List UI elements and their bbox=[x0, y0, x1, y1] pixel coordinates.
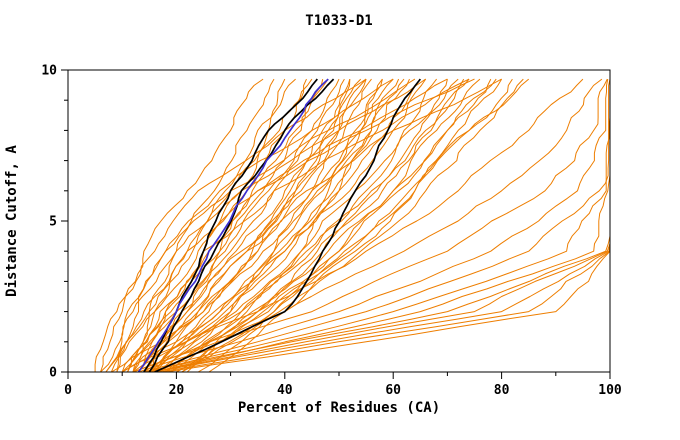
y-tick-label: 10 bbox=[41, 64, 57, 79]
curve-model-53 bbox=[160, 79, 610, 372]
y-tick-label: 0 bbox=[49, 366, 57, 381]
x-tick-label: 60 bbox=[385, 383, 401, 398]
curve-model-49 bbox=[154, 79, 610, 372]
curve-model-06 bbox=[121, 78, 324, 372]
curve-model-55 bbox=[132, 78, 603, 372]
x-tick-label: 40 bbox=[277, 383, 293, 398]
axes-layer: 0 20 40 60 80 100 0 5 10 bbox=[41, 64, 622, 399]
curve-model-09 bbox=[132, 78, 345, 372]
x-tick-label: 20 bbox=[169, 383, 185, 398]
curve-model-34 bbox=[127, 78, 426, 372]
curve-model-38 bbox=[105, 78, 416, 372]
curve-model-20 bbox=[159, 78, 437, 372]
curves-layer bbox=[94, 78, 610, 372]
curve-model-37 bbox=[100, 78, 367, 372]
curve-model-15 bbox=[148, 78, 394, 372]
curve-model-44 bbox=[208, 78, 530, 372]
y-tick-label: 5 bbox=[49, 215, 57, 230]
plot-frame bbox=[67, 69, 611, 373]
curve-model-36 bbox=[138, 78, 470, 372]
curve-model-04 bbox=[116, 78, 307, 372]
curve-model-30 bbox=[121, 78, 367, 372]
curve-model-41 bbox=[94, 78, 264, 372]
curve-model-26 bbox=[176, 78, 503, 372]
curve-model-33 bbox=[116, 78, 394, 372]
curve-model-10 bbox=[132, 78, 351, 372]
curve-model-16 bbox=[149, 78, 405, 372]
curve-model-18 bbox=[154, 78, 421, 372]
curve-model-40 bbox=[154, 78, 502, 372]
curve-model-31 bbox=[132, 78, 383, 372]
curve-model-35 bbox=[132, 78, 448, 372]
x-axis-label: Percent of Residues (CA) bbox=[238, 400, 440, 416]
y-axis-label: Distance Cutoff, A bbox=[4, 145, 20, 297]
curve-model-13 bbox=[143, 78, 372, 372]
curve-model-52 bbox=[154, 79, 610, 372]
curve-model-12 bbox=[138, 78, 367, 372]
curve-model-51 bbox=[149, 79, 610, 372]
curve-model-07 bbox=[127, 78, 329, 372]
curve-model-47 bbox=[143, 78, 610, 372]
curve-reference-blue-1 bbox=[137, 78, 329, 372]
curve-model-03 bbox=[110, 78, 296, 372]
x-tick-label: 80 bbox=[494, 383, 510, 398]
curve-model-29 bbox=[111, 79, 351, 372]
chart-title: T1033-D1 bbox=[305, 13, 372, 29]
x-tick-label: 0 bbox=[64, 383, 72, 398]
curve-model-01 bbox=[100, 78, 275, 372]
curve-model-32 bbox=[143, 78, 400, 372]
curve-model-46 bbox=[138, 79, 609, 372]
curve-reference-black-2 bbox=[148, 78, 335, 372]
curve-model-39 bbox=[148, 78, 475, 372]
curve-model-48 bbox=[149, 79, 610, 372]
curve-model-42 bbox=[186, 78, 465, 372]
curve-reference-black-3 bbox=[154, 78, 421, 372]
curve-model-08 bbox=[127, 78, 340, 372]
curve-model-22 bbox=[165, 78, 459, 372]
x-tick-label: 100 bbox=[598, 383, 622, 398]
curve-model-54 bbox=[165, 79, 610, 372]
curve-model-24 bbox=[170, 78, 481, 372]
curve-model-50 bbox=[143, 79, 610, 372]
curve-model-45 bbox=[132, 78, 608, 372]
curve-model-56 bbox=[121, 78, 584, 372]
